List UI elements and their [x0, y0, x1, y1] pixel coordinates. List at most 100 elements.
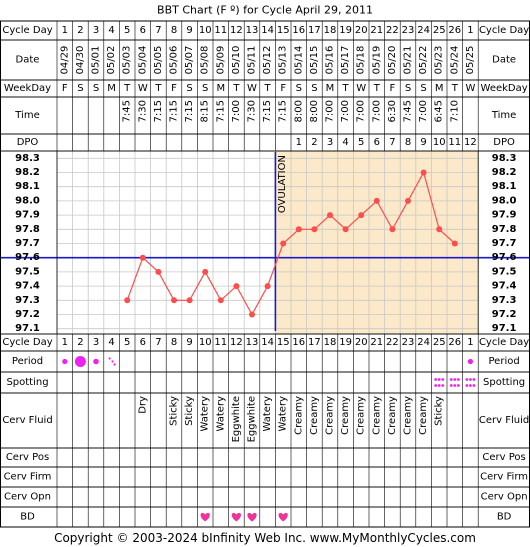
cycle_day-cell: 19	[339, 25, 352, 36]
date-cell: 05/21	[403, 46, 414, 75]
time-cell: 7:30	[137, 100, 148, 122]
period-heavy-dot	[74, 356, 86, 367]
luteal-phase-shading	[275, 151, 479, 334]
time-cell: 7:15	[278, 100, 289, 122]
cerv_fluid-cell: Creamy	[356, 396, 367, 435]
y-tick-label-right: 98.0	[492, 195, 517, 206]
cycle_day2-cell: 22	[386, 337, 399, 348]
weekday-cell: F	[62, 83, 68, 94]
date-cell: 05/19	[371, 46, 382, 75]
date-cell: 05/12	[262, 46, 273, 75]
y-tick-label-right: 97.9	[492, 210, 517, 221]
y-tick-label-right: 97.4	[492, 281, 517, 292]
y-tick-label-right: 98.1	[492, 181, 517, 192]
y-tick-label-right: 97.2	[492, 309, 517, 320]
period-spot-dot	[467, 358, 473, 365]
dpo-cell: 12	[464, 137, 477, 148]
date-cell: 05/03	[122, 46, 133, 75]
date-cell: 05/18	[356, 46, 367, 75]
y-tick-label-right: 98.2	[492, 167, 517, 178]
spotting-dot	[465, 378, 469, 381]
date-cell: 05/14	[293, 46, 304, 75]
weekday-cell: T	[232, 83, 240, 94]
cycle_day2-cell: 23	[402, 337, 415, 348]
spotting-label-right: Spotting	[483, 377, 525, 388]
cycle_day-cell: 16	[292, 25, 305, 36]
temperature-point	[327, 212, 333, 219]
weekday-cell: M	[107, 83, 116, 94]
bd-label-right: BD	[497, 512, 512, 523]
weekday-cell: S	[405, 83, 411, 94]
time-cell: 8:00	[293, 100, 304, 122]
date-cell: 05/02	[106, 46, 117, 75]
time-label-left: Time	[14, 110, 39, 121]
spotting-dot	[456, 384, 460, 387]
spotting-dot	[472, 378, 476, 381]
time-cell: 7:00	[231, 100, 242, 122]
y-tick-label-left: 97.3	[15, 295, 40, 306]
dpo-cell: 5	[358, 137, 364, 148]
cerv_fluid-cell: Watery	[278, 396, 289, 432]
cycle_day-cell: 17	[308, 25, 321, 36]
cerv_fluid-cell: Creamy	[387, 396, 398, 435]
y-tick-label-left: 98.1	[15, 181, 40, 192]
cerv_fluid-cell: Creamy	[418, 396, 429, 435]
y-tick-label-right: 97.7	[492, 238, 517, 249]
period-medium-dot	[93, 358, 99, 365]
weekday-cell: S	[77, 83, 83, 94]
weekday-cell: W	[138, 83, 148, 94]
time-cell: 7:15	[153, 100, 164, 122]
cycle_day2-label-right: Cycle Day	[479, 337, 529, 348]
spotting-dot	[453, 384, 457, 387]
cycle_day-cell: 26	[448, 25, 461, 36]
weekday-cell: F	[390, 83, 396, 94]
dpo-cell: 10	[433, 137, 446, 148]
cycle_day-cell: 13	[246, 25, 259, 36]
cerv_fluid-cell: Creamy	[403, 396, 414, 435]
date-cell: 05/23	[434, 46, 445, 75]
date-cell: 05/20	[387, 46, 398, 75]
cerv_fluid-cell: Watery	[215, 396, 226, 432]
cycle_day-cell: 11	[214, 25, 227, 36]
weekday-cell: T	[123, 83, 131, 94]
temperature-point	[124, 297, 131, 304]
spotting-dot	[434, 378, 438, 381]
period-light-dot	[108, 357, 111, 360]
temperature-point	[280, 240, 287, 247]
time-cell: 7:00	[340, 100, 351, 122]
date-cell: 04/29	[59, 46, 70, 75]
cerv_fluid-cell: Creamy	[309, 396, 320, 435]
cerv_firm-label-left: Cerv Firm	[4, 472, 52, 483]
weekday-cell: S	[202, 83, 208, 94]
time-cell: 7:00	[356, 100, 367, 122]
temperature-point	[373, 197, 380, 204]
y-tick-label-left: 98.0	[15, 195, 40, 206]
weekday-cell: T	[451, 83, 459, 94]
bd-heart-icon	[231, 512, 242, 522]
y-tick-label-right: 97.5	[492, 266, 517, 277]
date-label-right: Date	[492, 55, 516, 66]
cycle_day2-cell: 1	[467, 337, 473, 348]
temperature-point	[233, 283, 240, 290]
cerv_fluid-label-left: Cerv Fluid	[2, 415, 52, 426]
dpo-cell: 9	[420, 137, 426, 148]
period-light-dot	[111, 360, 114, 363]
weekday-cell: T	[342, 83, 350, 94]
spotting-dot	[469, 378, 472, 381]
dpo-label-left: DPO	[17, 137, 39, 148]
spotting-dot	[441, 378, 445, 381]
date-cell: 05/08	[200, 46, 211, 75]
weekday-cell: W	[356, 83, 366, 94]
cerv_fluid-cell: Sticky	[434, 396, 445, 426]
date-cell: 05/24	[449, 46, 460, 75]
cycle_day2-cell: 1	[62, 337, 68, 348]
spotting-label-left: Spotting	[6, 377, 48, 388]
cycle_day-label-right: Cycle Day	[479, 25, 529, 36]
weekday-cell: S	[186, 83, 192, 94]
temperature-point	[171, 297, 177, 304]
time-cell: 7:00	[418, 100, 429, 122]
date-cell: 05/05	[153, 46, 164, 75]
cycle_day-cell: 4	[108, 25, 114, 36]
cerv_fluid-cell: Watery	[262, 396, 273, 432]
date-cell: 05/10	[231, 46, 242, 75]
